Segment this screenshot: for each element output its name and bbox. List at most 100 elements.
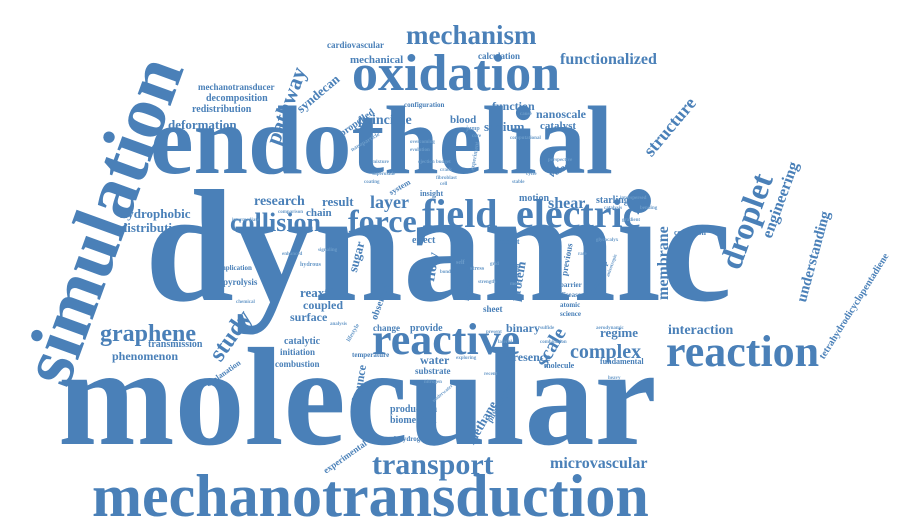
word-oxidation: oxidation — [352, 45, 561, 102]
word-redistribution: redistribution — [192, 104, 252, 115]
word-biomedical: biomedical — [390, 415, 437, 426]
word-impact: impact — [496, 237, 520, 246]
word-principle: principle — [358, 113, 412, 128]
word-mechanotransduction: mechanotransduction — [92, 463, 649, 528]
word-catalytic: catalytic — [284, 336, 321, 347]
word-insight: insight — [420, 189, 444, 198]
word-provide: provide — [410, 323, 443, 334]
word-strength: strength — [478, 280, 496, 285]
word-shear: shear — [548, 195, 586, 212]
word-distribution: distribution — [120, 220, 186, 235]
word-transmission: transmission — [148, 339, 203, 350]
word-sulfide: sulfide — [540, 326, 555, 331]
word-overcoming: overcoming — [410, 140, 435, 145]
word-presence: presence — [506, 350, 551, 364]
word-exploring: exploring — [456, 356, 477, 361]
word-effect: effect — [412, 235, 436, 246]
word-budget: budget — [436, 160, 451, 165]
word-fibroblast: fibroblast — [436, 176, 457, 181]
word-sheet: sheet — [483, 304, 503, 314]
word-chemical: chemical — [236, 300, 255, 305]
word-mode: mode — [510, 282, 522, 287]
word-glycocalyx: glycocalyx — [596, 238, 619, 243]
word-stable: stable — [512, 180, 525, 185]
word-nitrogen: nitrogen — [424, 380, 442, 385]
word-collision: collision — [230, 208, 322, 237]
word-gradient: gradient — [622, 218, 641, 223]
word-layer: layer — [370, 192, 409, 212]
word-enhanced: enhanced — [282, 252, 303, 257]
word-nanoscale: nanoscale — [536, 107, 587, 121]
word-mechanism: mechanism — [406, 20, 537, 50]
word-combination: combination — [540, 340, 567, 345]
word-decomposition: decomposition — [206, 93, 268, 104]
word-atomic: atomic — [560, 301, 581, 309]
word-catalyst: catalyst — [540, 120, 577, 132]
word-mechanotransducer: mechanotransducer — [198, 82, 275, 92]
word-regime: regime — [600, 325, 639, 340]
word-hydrous: hydrous — [300, 262, 321, 268]
word-aerodynamic: aerodynamic — [596, 326, 624, 331]
word-computational: computational — [510, 136, 541, 141]
word-molecular: molecular — [58, 320, 657, 475]
word-evolution: evolution — [410, 148, 430, 153]
word-comparison: comparison — [278, 210, 303, 215]
word-field: field — [422, 191, 498, 236]
word-dynamic: dynamic — [145, 157, 732, 335]
word-dehydrogenation: dehydrogenation — [392, 435, 443, 443]
word-disease: disease — [560, 291, 581, 299]
word-implication: implication — [218, 264, 252, 272]
word-condition: condition — [674, 228, 707, 237]
word-calculation: calculation — [478, 51, 520, 61]
word-structure: structure — [639, 93, 700, 161]
word-motion: motion — [519, 193, 549, 204]
word-graphene: graphene — [100, 321, 196, 347]
word-signaling: signaling — [318, 248, 338, 253]
word-bond: bond — [440, 270, 451, 275]
word-phenomenon: phenomenon — [112, 349, 179, 363]
word-starling: starling — [596, 195, 629, 206]
word-chain: chain — [306, 207, 332, 219]
word-superoxide: superoxide — [372, 172, 396, 177]
word-heavy: heavy — [608, 376, 621, 381]
word-result: result — [322, 194, 354, 209]
word-microvascular: microvascular — [550, 455, 648, 472]
word-intermediate: intermediate — [232, 218, 260, 223]
word-binary: binary — [506, 321, 541, 335]
word-deformation: deformation — [168, 117, 237, 132]
word-electric: electric — [516, 191, 641, 236]
word-substrate: substrate — [415, 366, 451, 376]
word-coupled: coupled — [303, 298, 344, 312]
word-hydrophobic: hydrophobic — [120, 206, 191, 221]
word-force: force — [348, 203, 417, 239]
word-perspective: perspective — [548, 158, 573, 163]
word-cause: cause — [520, 112, 532, 117]
word-grid: grid — [490, 262, 499, 267]
word-endothelial: endothelial — [150, 87, 613, 195]
word-mechanical: mechanical — [350, 54, 404, 66]
word-tetrahydrodicyclopentadiene: tetrahydrodicyclopentadiene — [817, 251, 892, 362]
word-membrane: membrane — [655, 226, 672, 300]
word-fundamental: fundamental — [600, 357, 644, 366]
word-catalysis: catalysis — [604, 206, 623, 211]
word-mixture: mixture — [372, 160, 389, 165]
word-function: function — [492, 99, 535, 113]
word-reaxff: reaxff — [300, 285, 333, 300]
word-surface: surface — [290, 310, 328, 324]
word-blood: blood — [450, 114, 477, 126]
word-analysis: analysis — [330, 322, 347, 327]
word-coating: coating — [364, 180, 380, 185]
word-bending: bending — [640, 206, 658, 211]
word-sodium: sodium — [484, 119, 525, 134]
word-cardiovascular: cardiovascular — [327, 40, 384, 50]
word-crack: crack — [440, 168, 452, 173]
word-rate: rate — [578, 252, 587, 257]
word-science: science — [560, 310, 581, 318]
word-molecule: molecule — [544, 361, 575, 370]
word-core: core — [472, 134, 482, 139]
word-production: production — [390, 404, 438, 415]
word-reaction: reaction — [666, 327, 820, 376]
word-barrier: barrier — [560, 281, 582, 289]
word-interspersed: interspersed — [620, 196, 647, 201]
